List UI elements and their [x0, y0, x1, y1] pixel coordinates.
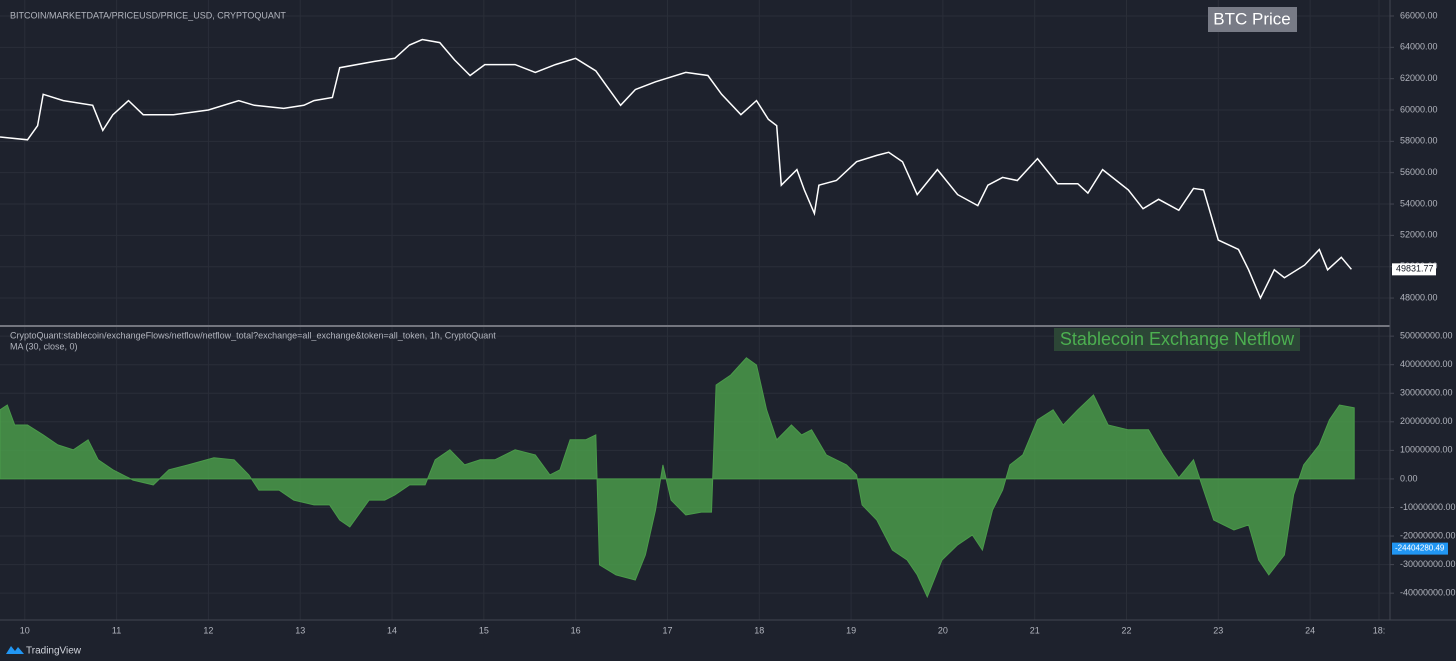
- x-tick-label: 21: [1030, 625, 1040, 635]
- x-tick-label: 17: [662, 625, 672, 635]
- y-tick-label: 20000000.00: [1400, 416, 1453, 426]
- y-tick-label: 54000.00: [1400, 198, 1438, 208]
- badge-label: Stablecoin Exchange Netflow: [1060, 329, 1295, 349]
- pane-title: CryptoQuant:stablecoin/exchangeFlows/net…: [10, 330, 496, 340]
- pane-title: BITCOIN/MARKETDATA/PRICEUSD/PRICE_USD, C…: [10, 10, 286, 20]
- value-tag: [1392, 542, 1448, 555]
- y-tick-label: -40000000.00: [1400, 588, 1456, 598]
- y-tick-label: 0.00: [1400, 473, 1418, 483]
- y-tick-label: 40000000.00: [1400, 359, 1453, 369]
- x-tick-label: 23: [1213, 625, 1223, 635]
- y-tick-label: 58000.00: [1400, 136, 1438, 146]
- footer: TradingView: [26, 646, 82, 657]
- price-tag: [1392, 263, 1436, 276]
- x-tick-label: 12: [203, 625, 213, 635]
- x-tick-label: 13: [295, 625, 305, 635]
- netflow-area: [0, 357, 1355, 599]
- badge: [1208, 7, 1297, 32]
- y-tick-label: 48000.00: [1400, 292, 1438, 302]
- badge: [1054, 328, 1300, 351]
- x-tick-label: 15: [479, 625, 489, 635]
- value-tag-label: -24404280.49: [1395, 544, 1445, 553]
- x-tick-label: 18: [754, 625, 764, 635]
- y-tick-label: 66000.00: [1400, 10, 1438, 20]
- y-tick-label: 50000000.00: [1400, 331, 1453, 341]
- x-tick-label: 14: [387, 625, 397, 635]
- y-tick-label: 64000.00: [1400, 42, 1438, 52]
- y-tick-label: -30000000.00: [1400, 559, 1456, 569]
- badge-label: BTC Price: [1213, 9, 1290, 28]
- price-tag-label: 49831.77: [1396, 264, 1434, 274]
- y-tick-label: 56000.00: [1400, 167, 1438, 177]
- x-tick-label: 20: [938, 625, 948, 635]
- x-tick-label: 24: [1305, 625, 1315, 635]
- x-tick-label: 16: [571, 625, 581, 635]
- logo: [6, 646, 24, 654]
- y-tick-label: 10000000.00: [1400, 445, 1453, 455]
- y-tick-label: 52000.00: [1400, 230, 1438, 240]
- y-tick-label: 30000000.00: [1400, 388, 1453, 398]
- x-tick-label: 19: [846, 625, 856, 635]
- x-tick-label: 11: [112, 625, 121, 635]
- y-tick-label: -20000000.00: [1400, 530, 1456, 540]
- y-tick-label: -10000000.00: [1400, 502, 1456, 512]
- y-tick-label: 62000.00: [1400, 73, 1438, 83]
- pane-subtitle: MA (30, close, 0): [10, 341, 78, 351]
- x-tick-label: 22: [1121, 625, 1131, 635]
- x-tick-label: 10: [20, 625, 30, 635]
- x-tick-label: 18:: [1373, 625, 1386, 635]
- y-tick-label: 60000.00: [1400, 104, 1438, 114]
- price-line: [0, 38, 1352, 300]
